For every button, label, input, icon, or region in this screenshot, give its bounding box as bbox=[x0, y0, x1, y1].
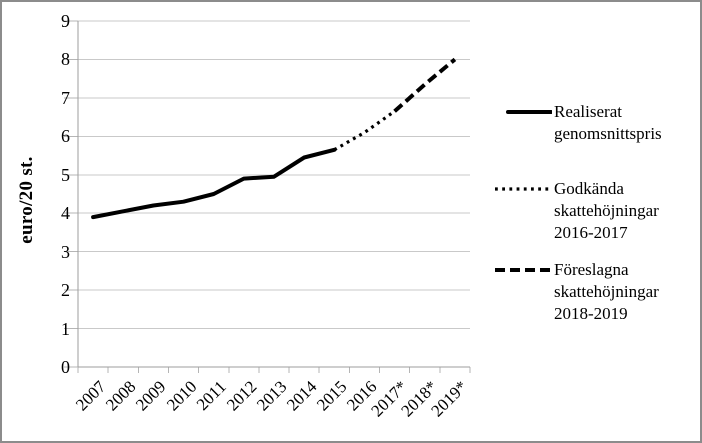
legend-label: Föreslagna skattehöjningar 2018-2019 bbox=[554, 260, 659, 323]
legend-item-godkanda-skattehojningar: Godkända skattehöjningar 2016-2017 bbox=[494, 178, 686, 244]
legend-swatch-solid-line-icon bbox=[506, 110, 552, 114]
y-tick-label: 8 bbox=[61, 49, 70, 70]
y-tick-label: 1 bbox=[61, 318, 70, 339]
legend-item-foreslagna-skattehojningar: Föreslagna skattehöjningar 2018-2019 bbox=[494, 259, 686, 325]
series-line-solid bbox=[91, 147, 337, 220]
y-tick-label: 2 bbox=[61, 280, 70, 301]
series-line-dashed bbox=[393, 57, 457, 113]
y-tick-label: 7 bbox=[61, 87, 70, 108]
legend-label: Realiserat genomsnittspris bbox=[554, 102, 662, 143]
y-tick-label: 3 bbox=[61, 241, 70, 262]
y-tick-label: 6 bbox=[61, 126, 70, 147]
legend-swatch-dashed-line-icon bbox=[495, 268, 550, 272]
legend-label: Godkända skattehöjningar 2016-2017 bbox=[554, 179, 659, 242]
y-tick-label: 9 bbox=[61, 11, 70, 31]
y-tick-label: 5 bbox=[61, 164, 70, 185]
series-line-dotted bbox=[333, 109, 396, 152]
y-tick-label: 4 bbox=[61, 203, 70, 224]
legend-swatch-dotted-line-icon bbox=[495, 187, 549, 191]
legend-item-realiserat-genomsnittspris: Realiserat genomsnittspris bbox=[494, 101, 686, 145]
y-tick-label: 0 bbox=[61, 357, 70, 377]
